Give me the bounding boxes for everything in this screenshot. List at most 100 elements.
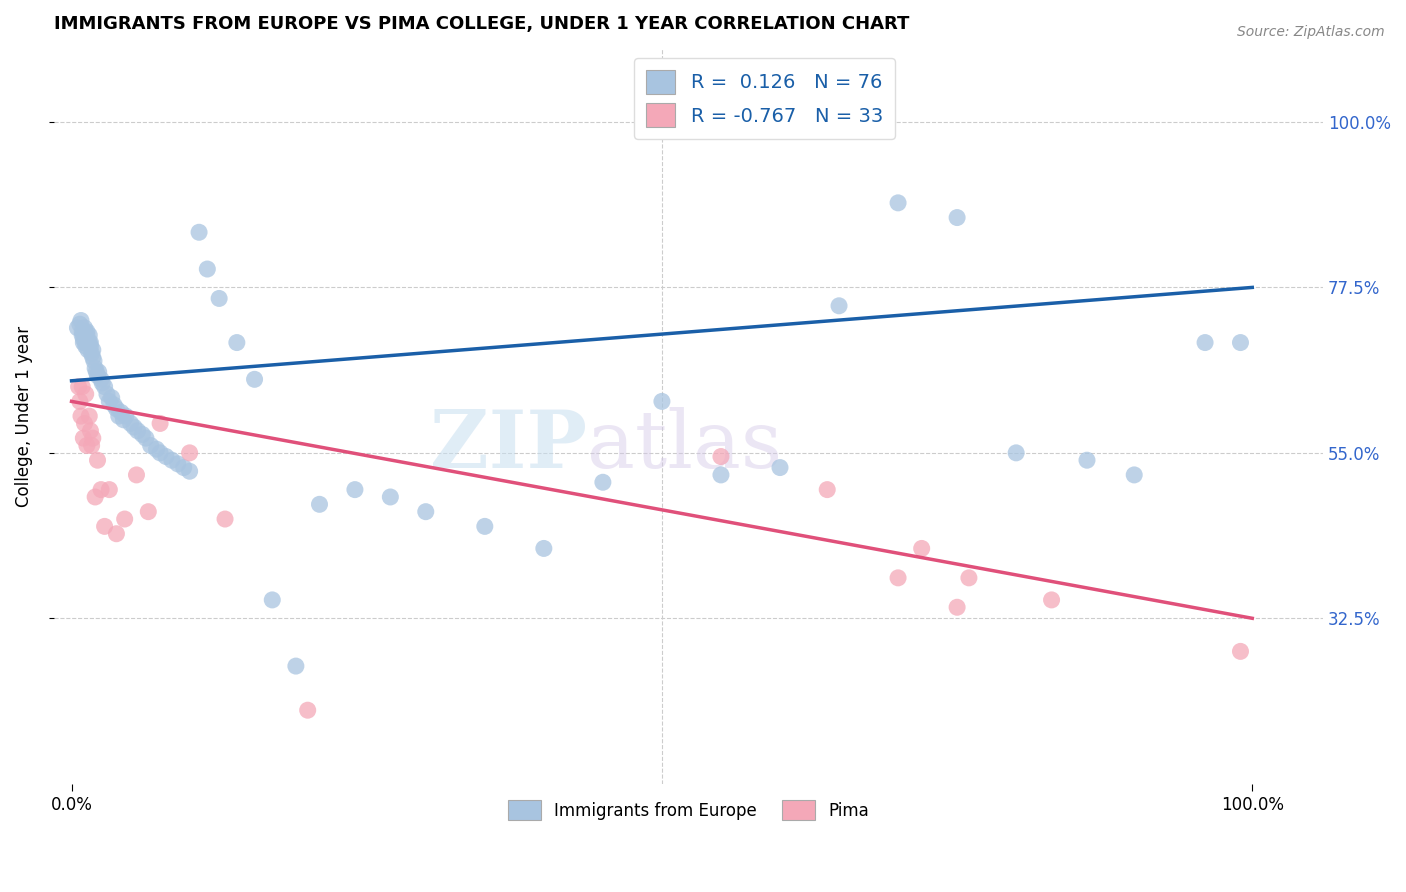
Point <box>179 446 201 460</box>
Point <box>70 325 93 339</box>
Point <box>149 446 172 460</box>
Point <box>77 409 100 423</box>
Point <box>70 313 93 327</box>
Point <box>592 475 614 490</box>
Point <box>73 325 96 339</box>
Point <box>90 372 112 386</box>
Point <box>1229 644 1251 658</box>
Point <box>135 431 157 445</box>
Point <box>262 593 284 607</box>
Point <box>69 394 91 409</box>
Point <box>107 409 129 423</box>
Point <box>110 405 132 419</box>
Point <box>98 483 121 497</box>
Point <box>122 420 145 434</box>
Point <box>474 519 496 533</box>
Point <box>77 328 100 343</box>
Point <box>380 490 402 504</box>
Point <box>105 526 128 541</box>
Point <box>115 409 138 423</box>
Point <box>66 321 89 335</box>
Point <box>284 659 307 673</box>
Point <box>911 541 934 556</box>
Point <box>67 379 90 393</box>
Point <box>145 442 167 457</box>
Point <box>415 505 437 519</box>
Point <box>80 438 103 452</box>
Text: ZIP: ZIP <box>430 407 586 484</box>
Point <box>1040 593 1063 607</box>
Point <box>225 335 247 350</box>
Point <box>84 490 107 504</box>
Point <box>73 321 96 335</box>
Point <box>75 339 97 353</box>
Text: IMMIGRANTS FROM EUROPE VS PIMA COLLEGE, UNDER 1 YEAR CORRELATION CHART: IMMIGRANTS FROM EUROPE VS PIMA COLLEGE, … <box>53 15 910 33</box>
Point <box>195 262 218 277</box>
Point <box>179 464 201 478</box>
Point <box>75 335 97 350</box>
Point <box>84 361 107 376</box>
Point <box>946 211 969 225</box>
Point <box>125 467 148 482</box>
Point <box>173 460 195 475</box>
Point <box>77 343 100 357</box>
Point <box>1123 467 1146 482</box>
Point <box>243 372 266 386</box>
Point <box>72 335 94 350</box>
Point <box>1005 446 1028 460</box>
Point <box>828 299 851 313</box>
Point <box>70 409 93 423</box>
Point <box>86 453 108 467</box>
Point <box>72 332 94 346</box>
Text: Source: ZipAtlas.com: Source: ZipAtlas.com <box>1237 25 1385 39</box>
Point <box>73 417 96 431</box>
Point <box>98 394 121 409</box>
Point <box>79 339 101 353</box>
Point <box>769 460 792 475</box>
Point <box>214 512 236 526</box>
Point <box>75 387 97 401</box>
Point <box>82 343 104 357</box>
Point <box>70 328 93 343</box>
Point <box>93 519 115 533</box>
Point <box>651 394 673 409</box>
Point <box>96 387 118 401</box>
Point <box>887 571 910 585</box>
Point <box>103 398 125 412</box>
Point <box>120 417 142 431</box>
Point <box>87 365 110 379</box>
Point <box>76 325 98 339</box>
Point <box>82 351 104 365</box>
Point <box>69 317 91 331</box>
Point <box>166 457 188 471</box>
Point <box>82 431 104 445</box>
Point <box>86 365 108 379</box>
Point <box>100 391 122 405</box>
Point <box>136 505 159 519</box>
Point <box>76 438 98 452</box>
Point <box>188 225 211 239</box>
Point <box>90 483 112 497</box>
Point <box>1229 335 1251 350</box>
Point <box>160 453 183 467</box>
Point <box>710 450 733 464</box>
Point <box>80 346 103 360</box>
Point <box>72 431 94 445</box>
Point <box>86 368 108 383</box>
Point <box>149 417 172 431</box>
Point <box>297 703 319 717</box>
Point <box>139 438 162 452</box>
Text: atlas: atlas <box>586 407 782 484</box>
Point <box>946 600 969 615</box>
Legend: Immigrants from Europe, Pima: Immigrants from Europe, Pima <box>501 793 876 827</box>
Point <box>1194 335 1216 350</box>
Point <box>70 379 93 393</box>
Point <box>112 413 135 427</box>
Y-axis label: College, Under 1 year: College, Under 1 year <box>15 326 32 507</box>
Point <box>308 497 330 511</box>
Point <box>91 376 114 390</box>
Point <box>208 292 231 306</box>
Point <box>93 379 115 393</box>
Point <box>79 424 101 438</box>
Point <box>155 450 177 464</box>
